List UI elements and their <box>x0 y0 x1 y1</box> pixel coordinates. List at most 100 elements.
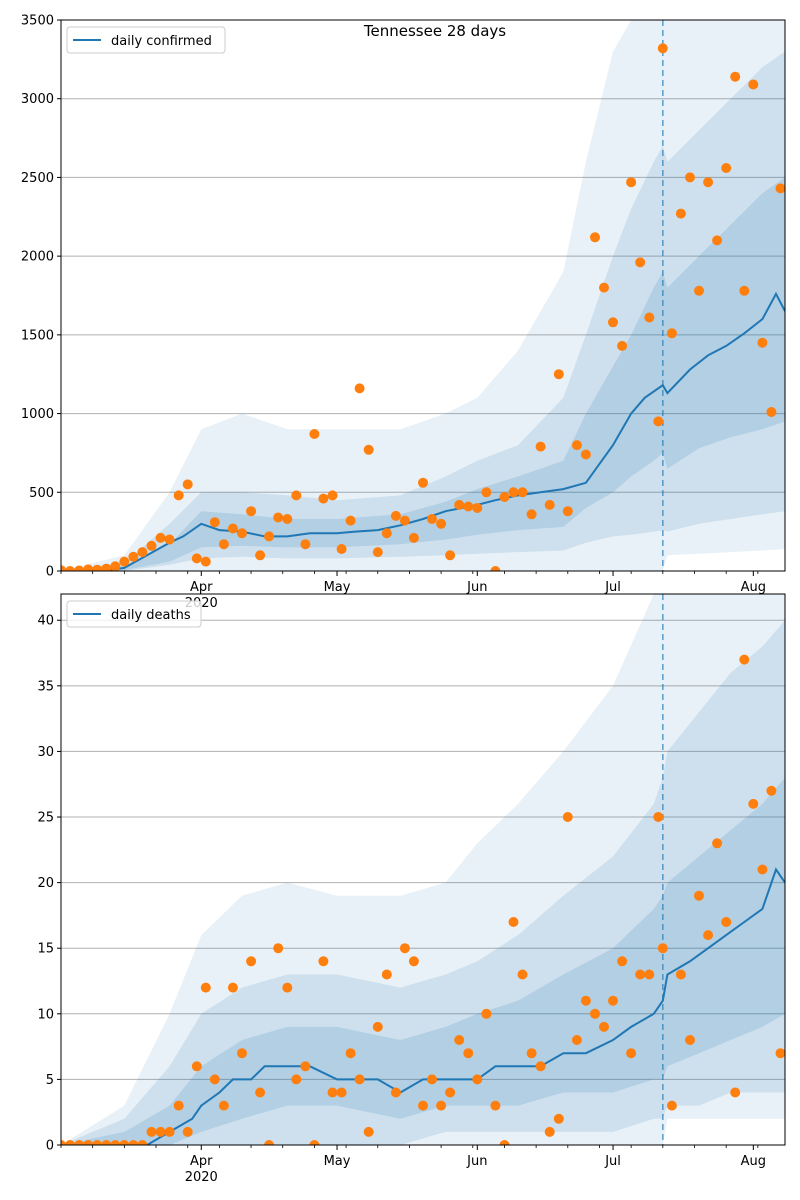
data-point <box>644 312 655 323</box>
data-point <box>517 969 528 980</box>
data-point <box>101 563 112 571</box>
data-point <box>463 501 474 512</box>
y-tick-label: 10 <box>37 1007 54 1022</box>
data-point <box>626 177 637 188</box>
axes-frame <box>60 19 786 572</box>
data-point <box>200 982 211 993</box>
data-point <box>427 514 437 524</box>
data-point <box>164 534 175 545</box>
uncertainty-band-middle <box>61 51 785 571</box>
data-point <box>191 1061 202 1072</box>
data-point <box>255 1087 266 1098</box>
data-point <box>703 930 714 941</box>
y-tick-label: 0 <box>46 565 54 580</box>
data-point <box>128 551 139 562</box>
y-tick-label: 3000 <box>21 92 54 107</box>
data-point <box>703 177 714 188</box>
data-point <box>61 1140 66 1145</box>
data-point <box>599 282 609 293</box>
y-tick-label: 15 <box>37 942 54 957</box>
data-point <box>273 943 284 954</box>
data-point <box>218 539 229 550</box>
data-point <box>775 183 785 194</box>
model-line <box>61 867 785 1145</box>
y-tick-label: 2500 <box>21 171 54 186</box>
data-point <box>264 1140 275 1145</box>
data-point <box>246 506 257 517</box>
data-point <box>721 917 732 927</box>
data-point <box>246 956 257 967</box>
y-tick-label: 30 <box>37 745 54 760</box>
data-point <box>675 969 686 980</box>
data-point <box>748 798 759 809</box>
data-point <box>653 416 664 427</box>
data-point <box>65 1140 75 1145</box>
x-tick-label: Jul <box>604 1154 621 1169</box>
data-point <box>418 1100 428 1111</box>
data-point <box>775 1048 785 1059</box>
data-point <box>209 1074 220 1085</box>
data-point <box>273 512 284 523</box>
x-tick-label: Apr <box>190 1154 213 1169</box>
data-point <box>182 479 193 490</box>
data-point <box>544 1126 555 1137</box>
data-point <box>508 487 519 498</box>
data-point <box>200 556 211 567</box>
data-point <box>626 1048 637 1059</box>
data-point <box>445 1087 456 1098</box>
daily-confirmed-panel: 0500100015002000250030003500Apr2020MayJu… <box>21 14 786 611</box>
data-point <box>209 517 220 528</box>
data-point <box>562 506 573 517</box>
data-point <box>685 172 695 183</box>
x-tick-label: Jul <box>604 580 621 595</box>
data-point <box>345 1048 356 1059</box>
data-point <box>119 1140 130 1145</box>
x-tick-label: May <box>324 1154 351 1169</box>
data-point <box>657 943 668 954</box>
data-point <box>666 328 677 339</box>
plot-area <box>61 594 785 1145</box>
uncertainty-band-middle <box>61 620 785 1145</box>
data-point <box>436 518 447 529</box>
data-point <box>517 487 528 498</box>
data-point <box>653 812 664 822</box>
data-point <box>381 969 392 980</box>
data-point <box>739 285 750 296</box>
data-point <box>472 1074 483 1085</box>
data-point <box>608 995 618 1006</box>
data-point <box>146 540 157 551</box>
y-tick-label: 35 <box>37 679 54 694</box>
data-point <box>363 1126 374 1137</box>
data-point <box>218 1100 229 1111</box>
data-point <box>408 956 419 967</box>
data-point <box>712 838 723 849</box>
data-point <box>499 492 510 502</box>
x-tick-label: Jun <box>466 580 487 595</box>
x-tick-label: Aug <box>741 1154 766 1169</box>
data-point <box>766 785 777 796</box>
data-point <box>454 499 465 510</box>
data-point <box>282 982 293 993</box>
data-point <box>372 547 383 558</box>
data-point <box>399 943 410 954</box>
data-point <box>490 566 501 571</box>
x-tick-label: Jun <box>466 1154 487 1169</box>
axes-frame <box>60 593 786 1146</box>
data-point <box>730 71 741 82</box>
data-point <box>666 1100 677 1111</box>
data-point <box>535 1061 546 1072</box>
data-point <box>635 969 646 980</box>
y-tick-label: 40 <box>37 614 54 629</box>
data-point <box>354 1074 365 1085</box>
legend-label: daily deaths <box>111 608 191 623</box>
data-point <box>730 1087 741 1098</box>
data-point <box>590 1008 600 1019</box>
data-point <box>61 565 66 571</box>
uncertainty-band-outer <box>61 594 785 1145</box>
data-point <box>590 232 600 243</box>
data-point <box>508 917 519 927</box>
data-point <box>92 564 103 571</box>
data-point <box>309 1140 320 1145</box>
data-point <box>481 487 492 498</box>
data-point <box>101 1140 112 1145</box>
